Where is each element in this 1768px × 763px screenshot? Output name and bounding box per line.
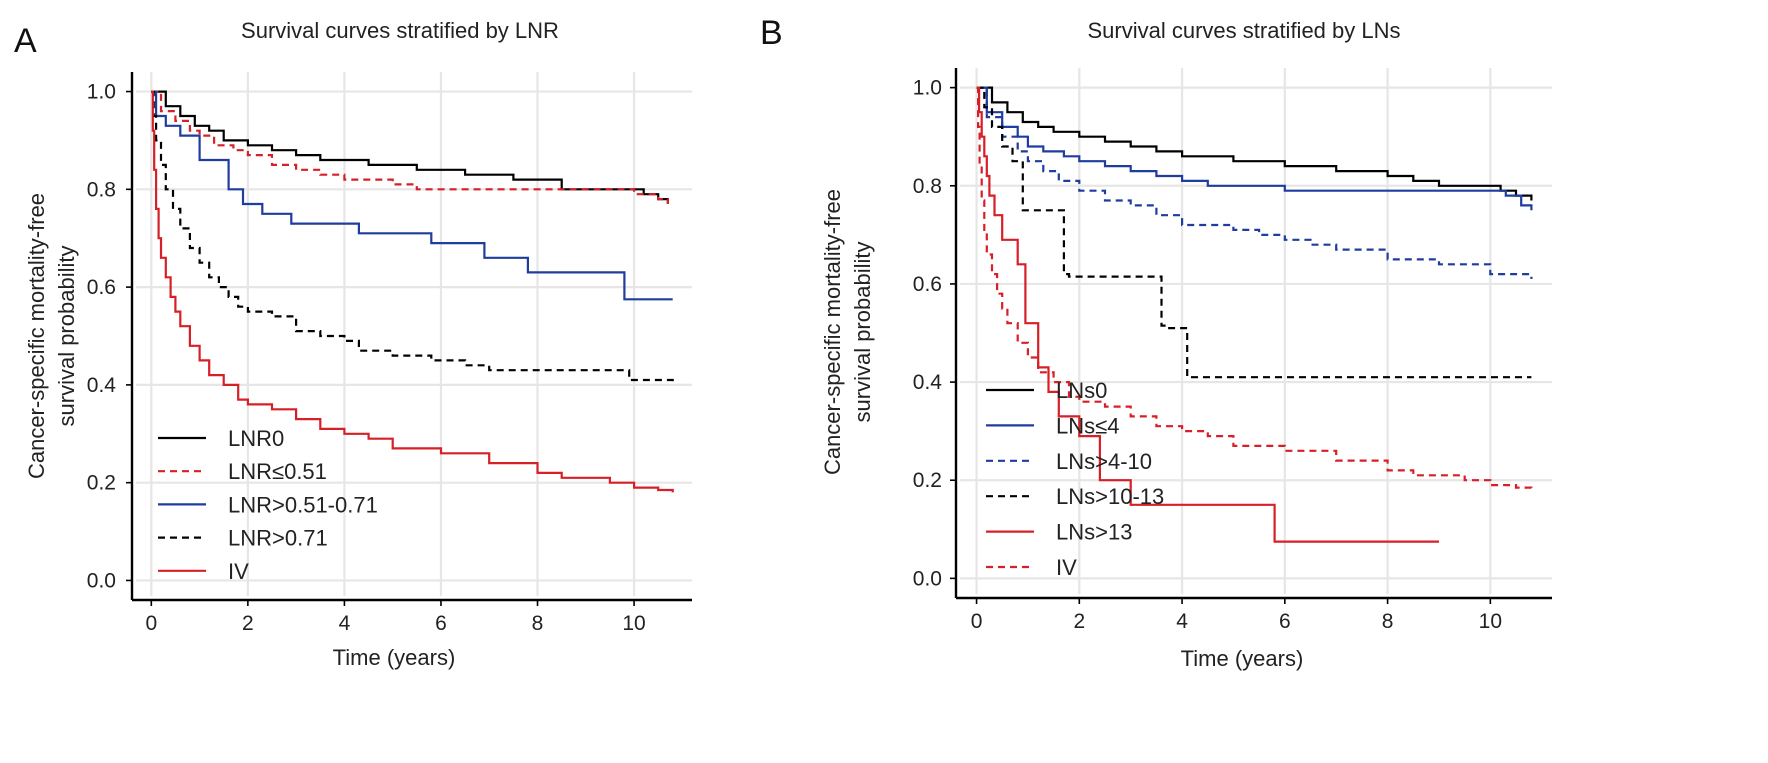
legend-label-1: LNR≤0.51 xyxy=(228,459,327,484)
survival-curve-0 xyxy=(976,86,1533,201)
y-tick-label: 0.2 xyxy=(87,472,116,495)
legend-label-4: LNs>13 xyxy=(1056,520,1132,545)
legend-label-0: LNR0 xyxy=(228,426,284,451)
legend-label-2: LNs>4-10 xyxy=(1056,449,1152,474)
legend-label-5: IV xyxy=(1056,555,1077,580)
survival-curve-3 xyxy=(151,90,674,385)
legend-label-0: LNs0 xyxy=(1056,378,1107,403)
x-tick-label: 6 xyxy=(1279,610,1291,633)
x-tick-label: 2 xyxy=(1073,610,1085,633)
survival-curve-4 xyxy=(151,90,674,493)
x-tick-label: 0 xyxy=(145,612,157,635)
panel-b: B Survival curves stratified by LNs 0.0 0.2… xyxy=(760,14,1552,671)
legend-label-4: IV xyxy=(228,559,249,584)
x-tick-label: 2 xyxy=(242,612,254,635)
survival-curve-4 xyxy=(976,86,1439,543)
x-axis-label: Time (years) xyxy=(333,645,456,670)
y-tick-label: 1.0 xyxy=(913,77,942,100)
y-tick-label: 1.0 xyxy=(87,81,116,104)
y-axis-label-line: Cancer-specific mortality-free xyxy=(820,189,845,475)
survival-curve-2 xyxy=(976,86,1533,279)
panel-letter: A xyxy=(14,22,37,60)
x-tick-label: 4 xyxy=(1176,610,1188,633)
y-tick-label: 0.4 xyxy=(87,374,117,397)
y-tick-label: 0.4 xyxy=(913,371,943,394)
legend-label-2: LNR>0.51-0.71 xyxy=(228,492,378,517)
x-tick-label: 6 xyxy=(435,612,447,635)
y-tick-label: 0.8 xyxy=(913,175,942,198)
y-axis-label-line: survival probability xyxy=(54,246,79,427)
x-tick-label: 0 xyxy=(971,610,983,633)
panel-a: A Survival curves stratified by LNR 0.0 0.2… xyxy=(14,18,692,670)
x-tick-label: 8 xyxy=(1382,610,1394,633)
x-axis-label: Time (years) xyxy=(1181,646,1304,671)
legend-label-3: LNs>10-13 xyxy=(1056,484,1164,509)
y-tick-label: 0.6 xyxy=(87,276,116,299)
chart-title: Survival curves stratified by LNR xyxy=(241,18,559,43)
panel-letter: B xyxy=(760,14,783,52)
x-tick-label: 10 xyxy=(622,612,645,635)
x-tick-label: 4 xyxy=(339,612,351,635)
survival-curve-5 xyxy=(976,86,1533,490)
y-axis-label-line: survival probability xyxy=(850,242,875,423)
y-tick-label: 0.8 xyxy=(87,178,116,201)
survival-curve-2 xyxy=(151,90,673,301)
survival-curve-1 xyxy=(976,86,1533,211)
x-tick-label: 8 xyxy=(532,612,544,635)
chart-title: Survival curves stratified by LNs xyxy=(1088,18,1401,43)
y-tick-label: 0.0 xyxy=(87,569,116,592)
y-tick-label: 0.2 xyxy=(913,469,942,492)
y-tick-label: 0.0 xyxy=(913,567,942,590)
legend-label-3: LNR>0.71 xyxy=(228,526,328,551)
legend-label-1: LNs≤4 xyxy=(1056,413,1119,438)
y-axis-label-line: Cancer-specific mortality-free xyxy=(24,193,49,479)
y-tick-label: 0.6 xyxy=(913,273,942,296)
x-tick-label: 10 xyxy=(1479,610,1502,633)
